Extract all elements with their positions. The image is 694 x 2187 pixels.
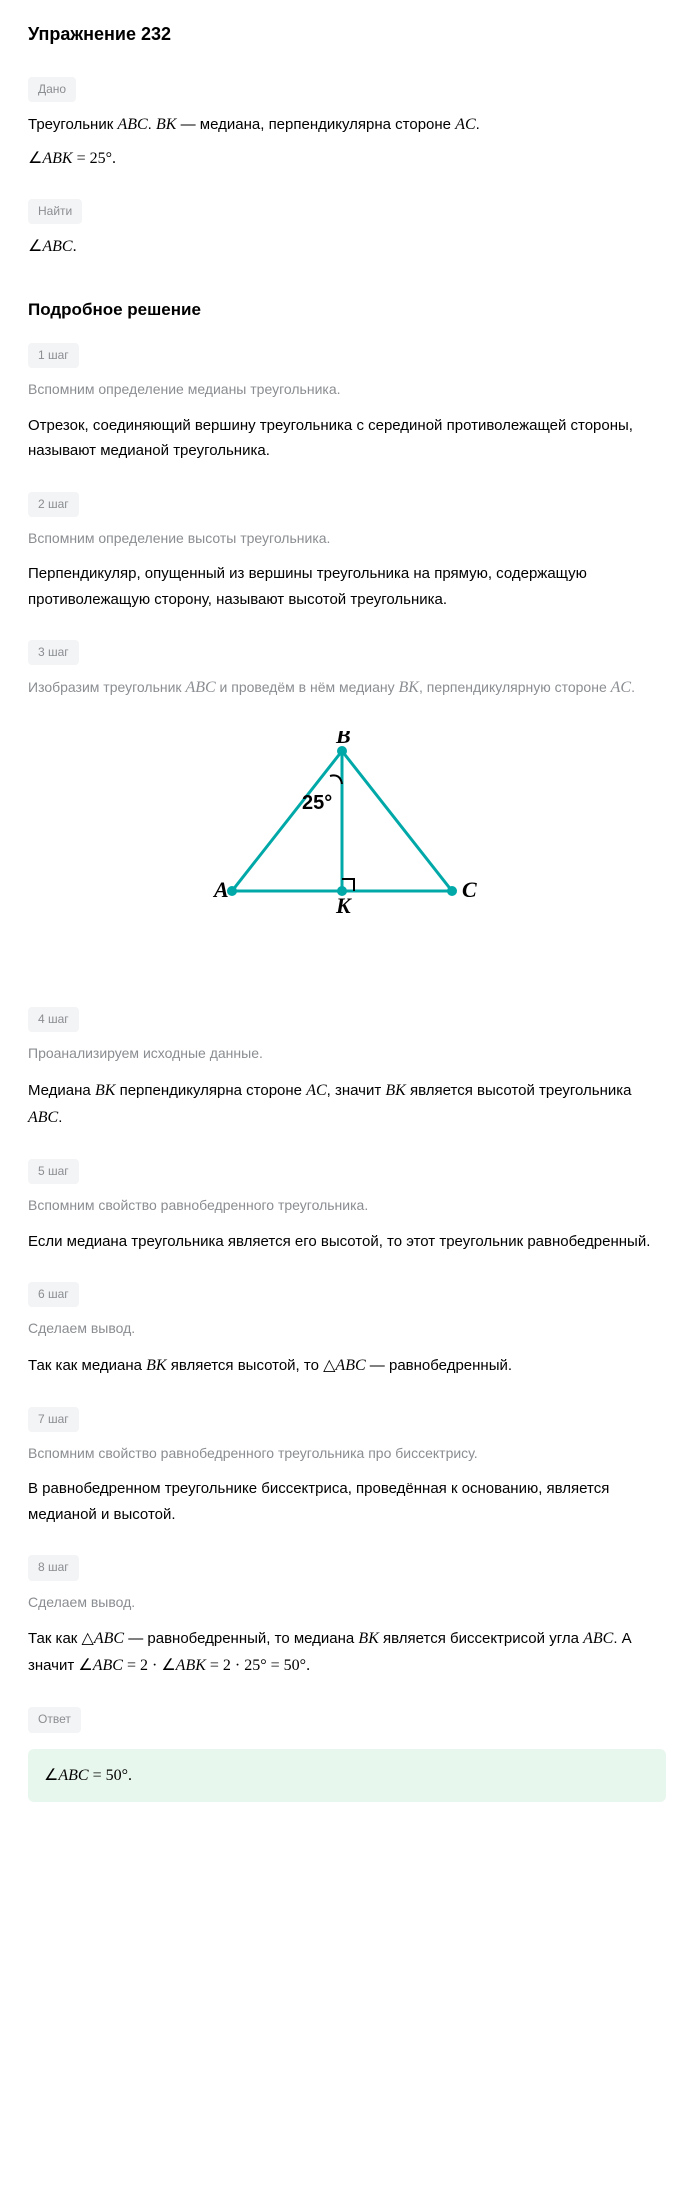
angle-val: = 25°. xyxy=(73,150,116,167)
step-tag: 7 шаг xyxy=(28,1407,79,1432)
step-body: Если медиана треугольника является его в… xyxy=(28,1229,666,1255)
given-tag: Дано xyxy=(28,77,76,102)
angle-sym: ∠ xyxy=(44,1767,58,1784)
find-text: ∠ABC. xyxy=(28,234,666,260)
angle-sym: ∠ xyxy=(28,150,42,167)
step-desc: Изобразим треугольник ABC и проведём в н… xyxy=(28,675,666,701)
step-body: В равнобедренном треугольнике биссектрис… xyxy=(28,1476,666,1527)
svg-text:25°: 25° xyxy=(302,792,332,814)
step-tag: 5 шаг xyxy=(28,1159,79,1184)
given-section: Дано Треугольник ABC. BK — медиана, перп… xyxy=(28,77,666,171)
step-body: Перпендикуляр, опущенный из вершины треу… xyxy=(28,561,666,612)
text: . xyxy=(148,116,156,133)
angle-val: = 50°. xyxy=(89,1767,132,1784)
step-tag: 8 шаг xyxy=(28,1555,79,1580)
step-desc: Вспомним определение медианы треугольник… xyxy=(28,378,666,400)
step: 2 шаг Вспомним определение высоты треугол… xyxy=(28,492,666,613)
page-title: Упражнение 232 xyxy=(28,20,666,49)
step-desc: Сделаем вывод. xyxy=(28,1591,666,1613)
find-section: Найти ∠ABC. xyxy=(28,199,666,260)
answer-block: ∠ABC = 50°. xyxy=(28,1749,666,1803)
step-body: Так как △ABC — равнобедренный, то медиан… xyxy=(28,1625,666,1679)
text: Треугольник xyxy=(28,116,117,133)
step-desc: Сделаем вывод. xyxy=(28,1317,666,1339)
step-desc: Вспомним определение высоты треугольника… xyxy=(28,527,666,549)
triangle-diagram: A B C K 25° xyxy=(28,731,666,939)
given-text: Треугольник ABC. BK — медиана, перпендик… xyxy=(28,112,666,138)
step: 5 шаг Вспомним свойство равнобедренного т… xyxy=(28,1159,666,1254)
step: 3 шаг Изобразим треугольник ABC и проведё… xyxy=(28,640,666,1007)
given-angle: ∠ABK = 25°. xyxy=(28,146,666,172)
find-tag: Найти xyxy=(28,199,82,224)
steps-container: 1 шаг Вспомним определение медианы треуго… xyxy=(28,343,666,1679)
formula: ABC xyxy=(117,116,147,133)
answer-tag: Ответ xyxy=(28,1707,81,1732)
step: 7 шаг Вспомним свойство равнобедренного т… xyxy=(28,1407,666,1528)
svg-text:C: C xyxy=(462,877,477,902)
svg-text:K: K xyxy=(335,893,352,918)
step-tag: 3 шаг xyxy=(28,640,79,665)
step-tag: 4 шаг xyxy=(28,1007,79,1032)
text: — медиана, перпендикулярна стороне xyxy=(176,116,455,133)
svg-text:B: B xyxy=(335,731,351,748)
angle-var: ABC xyxy=(42,238,72,255)
step-body: Так как медиана BK является высотой, то … xyxy=(28,1352,666,1379)
step: 6 шаг Сделаем вывод. Так как медиана BK яв… xyxy=(28,1282,666,1379)
step: 8 шаг Сделаем вывод. Так как △ABC — равноб… xyxy=(28,1555,666,1679)
angle-var: ABC xyxy=(58,1767,88,1784)
step: 1 шаг Вспомним определение медианы треуго… xyxy=(28,343,666,464)
angle-sym: ∠ xyxy=(28,238,42,255)
step-desc: Вспомним свойство равнобедренного треуго… xyxy=(28,1194,666,1216)
step-tag: 1 шаг xyxy=(28,343,79,368)
suffix: . xyxy=(73,238,77,255)
formula: BK xyxy=(156,116,176,133)
angle-var: ABK xyxy=(42,150,72,167)
formula: AC xyxy=(455,116,475,133)
step-desc: Проанализируем исходные данные. xyxy=(28,1042,666,1064)
step-tag: 6 шаг xyxy=(28,1282,79,1307)
step-body: Отрезок, соединяющий вершину треугольник… xyxy=(28,413,666,464)
text: . xyxy=(476,116,480,133)
step: 4 шаг Проанализируем исходные данные. Меди… xyxy=(28,1007,666,1131)
step-desc: Вспомним свойство равнобедренного треуго… xyxy=(28,1442,666,1464)
svg-text:A: A xyxy=(212,877,229,902)
step-body: Медиана BK перпендикулярна стороне AC, з… xyxy=(28,1077,666,1131)
step-tag: 2 шаг xyxy=(28,492,79,517)
solution-title: Подробное решение xyxy=(28,296,666,323)
answer-section: Ответ ∠ABC = 50°. xyxy=(28,1707,666,1802)
